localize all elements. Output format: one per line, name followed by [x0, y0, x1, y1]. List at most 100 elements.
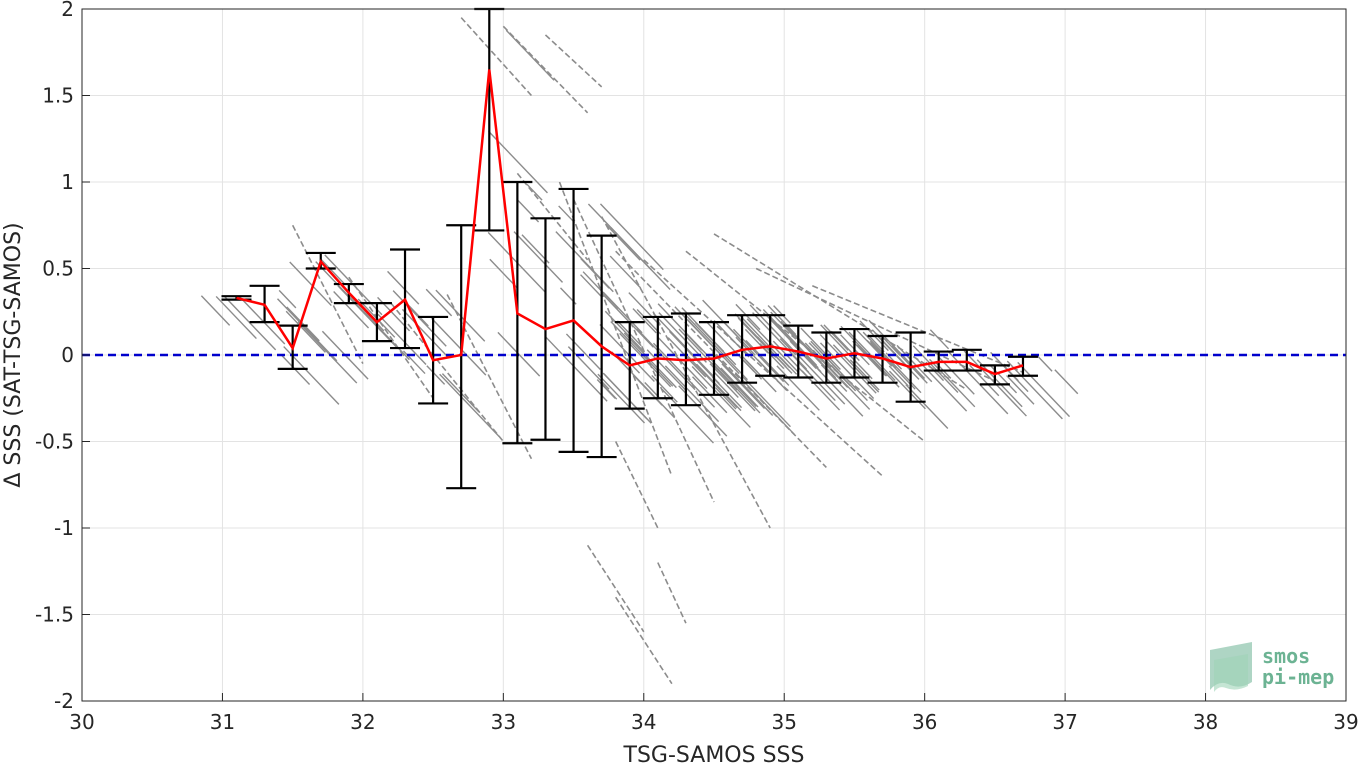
scatter-cluster-124 [757, 359, 779, 382]
scatter-points [200, 17, 1079, 685]
scatter-cluster-128 [720, 367, 759, 408]
scatter-cluster-174 [819, 350, 840, 371]
scatter-cluster-131 [709, 363, 756, 412]
scatter-cluster-215 [1037, 355, 1053, 372]
scatter-streak-19 [615, 596, 673, 685]
scatter-cluster-71 [601, 383, 618, 400]
scatter-streak-5 [502, 25, 589, 114]
scatter-cluster-118 [741, 375, 791, 428]
scatter-cluster-52 [628, 292, 661, 326]
scatter-streak-17 [614, 441, 659, 529]
scatter-streak-7 [516, 172, 589, 261]
scatter-cluster-41 [544, 336, 608, 402]
scatter-cluster-201 [929, 358, 976, 408]
scatter-streak-10 [600, 216, 771, 529]
scatter-cluster-88 [646, 349, 687, 391]
scatter-cluster-20 [364, 312, 410, 361]
scatter-cluster-31 [439, 373, 500, 437]
scatter-cluster-149 [756, 336, 787, 368]
scatter-cluster-59 [632, 308, 657, 334]
scatter-cluster-93 [690, 353, 710, 374]
scatter-cluster-27 [431, 317, 487, 376]
scatter-cluster-56 [610, 227, 671, 291]
scatter-cluster-198 [929, 329, 950, 350]
scatter-cluster-192 [891, 345, 928, 384]
scatter-streak-0 [291, 224, 364, 365]
scatter-cluster-105 [714, 387, 737, 410]
logo-line1: smos [1262, 644, 1310, 668]
scatter-cluster-199 [896, 344, 933, 383]
scatter-cluster-162 [800, 327, 841, 370]
scatter-cluster-79 [602, 372, 648, 420]
scatter-cluster-64 [580, 258, 610, 289]
scatter-cluster-72 [636, 309, 662, 335]
scatter-cluster-104 [711, 376, 743, 409]
scatter-cluster-1 [215, 295, 257, 340]
scatter-streak-20 [657, 562, 687, 624]
scatter-streak-2 [390, 302, 504, 443]
scatter-cluster-173 [817, 368, 864, 417]
scatter-cluster-130 [740, 354, 759, 373]
y-tick-label-2: -1 [54, 516, 74, 540]
scatter-cluster-145 [735, 303, 761, 331]
scatter-streak-6 [544, 34, 603, 88]
scatter-cluster-48 [599, 203, 664, 271]
scatter-cluster-62 [619, 332, 672, 388]
scatter-cluster-99 [681, 307, 725, 352]
scatter-cluster-44 [513, 231, 564, 283]
scatter-cluster-146 [779, 338, 797, 356]
x-tick-label-6: 36 [912, 710, 937, 734]
binned-mean-line [236, 69, 1024, 376]
scatter-cluster-35 [425, 288, 453, 317]
scatter-cluster-9 [297, 321, 358, 384]
scatter-cluster-117 [722, 320, 750, 349]
scatter-cluster-19 [333, 291, 370, 329]
scatter-cluster-14 [289, 261, 332, 307]
x-tick-label-0: 30 [69, 710, 94, 734]
scatter-cluster-116 [696, 363, 742, 412]
x-tick-label-1: 31 [210, 710, 235, 734]
scatter-cluster-188 [870, 342, 916, 390]
scatter-cluster-97 [657, 303, 712, 361]
scatter-cluster-102 [691, 365, 751, 428]
scatter-cluster-213 [990, 351, 1029, 393]
scatter-cluster-194 [915, 357, 968, 412]
scatter-cluster-91 [684, 313, 748, 381]
scatter-cluster-78 [604, 310, 645, 353]
scatter-cluster-4 [286, 306, 320, 342]
scatter-cluster-144 [762, 309, 818, 366]
x-axis-title: TSG-SAMOS SSS [623, 743, 805, 765]
scatter-cluster-3 [238, 296, 286, 345]
scatter-cluster-114 [720, 372, 738, 391]
scatter-cluster-152 [820, 324, 873, 380]
y-tick-label-8: 2 [61, 0, 74, 21]
scatter-cluster-40 [526, 183, 543, 201]
scatter-streak-13 [685, 250, 926, 443]
scatter-cluster-0 [200, 295, 231, 326]
scatter-cluster-191 [866, 339, 893, 367]
y-tick-label-4: 0 [61, 343, 74, 367]
scatter-cluster-156 [819, 342, 875, 400]
x-tick-label-9: 39 [1333, 710, 1358, 734]
scatter-cluster-147 [746, 318, 799, 373]
logo-line2: pi-mep [1262, 665, 1334, 689]
scatter-cluster-25 [387, 270, 420, 305]
scatter-cluster-5 [278, 289, 297, 309]
scatter-cluster-89 [656, 336, 708, 390]
scatter-cluster-195 [912, 345, 959, 394]
scatter-cluster-57 [580, 274, 602, 297]
y-tick-label-5: 0.5 [42, 257, 74, 281]
x-tick-label-5: 35 [771, 710, 796, 734]
scatter-cluster-22 [401, 308, 449, 358]
x-tick-label-2: 32 [350, 710, 375, 734]
x-tick-label-4: 34 [631, 710, 656, 734]
scatter-streak-16 [812, 285, 1024, 374]
x-axis-ticks: 30 31 32 33 34 35 36 37 38 39 [69, 693, 1359, 734]
x-tick-label-8: 38 [1193, 710, 1218, 734]
x-tick-label-3: 33 [491, 710, 516, 734]
scatter-cluster-160 [823, 324, 849, 351]
scatter-cluster-58 [600, 292, 654, 348]
scatter-cluster-202 [938, 356, 975, 395]
scatter-cluster-7 [285, 310, 326, 353]
